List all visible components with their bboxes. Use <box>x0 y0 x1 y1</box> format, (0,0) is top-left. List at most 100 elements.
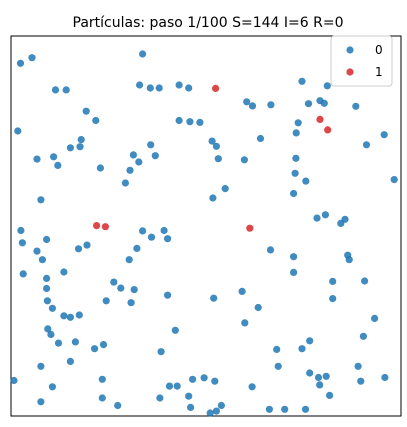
point-series-0-27 <box>135 158 143 166</box>
point-series-0-120 <box>98 394 106 402</box>
point-series-0-81 <box>241 319 249 327</box>
point-series-1-5 <box>246 224 254 232</box>
point-series-0-65 <box>133 244 141 252</box>
point-series-0-74 <box>66 313 74 321</box>
point-series-0-37 <box>214 155 222 163</box>
point-series-0-96 <box>47 330 55 339</box>
point-series-0-1 <box>28 54 36 62</box>
point-series-0-53 <box>18 239 26 247</box>
point-series-0-11 <box>304 100 313 108</box>
point-series-0-88 <box>337 219 345 227</box>
point-series-0-33 <box>186 118 194 126</box>
point-series-0-57 <box>19 270 27 278</box>
point-series-0-126 <box>211 377 219 385</box>
legend-marker-1 <box>346 68 354 76</box>
point-series-0-9 <box>185 84 193 92</box>
point-series-0-93 <box>329 295 337 303</box>
point-series-0-63 <box>117 284 125 292</box>
point-series-0-116 <box>37 362 45 370</box>
point-series-1-1 <box>316 115 324 123</box>
point-series-0-136 <box>102 297 110 305</box>
point-series-0-31 <box>121 179 129 187</box>
point-series-0-86 <box>321 211 329 219</box>
point-series-0-47 <box>290 189 298 198</box>
point-series-0-90 <box>345 256 353 264</box>
point-series-0-142 <box>302 177 310 185</box>
point-series-0-112 <box>357 377 365 385</box>
plot-area <box>10 35 402 417</box>
legend-label-1: 1 <box>375 65 383 79</box>
point-series-0-114 <box>359 332 367 340</box>
point-series-1-4 <box>101 223 109 231</box>
point-series-0-78 <box>210 294 218 302</box>
point-series-0-141 <box>352 102 360 110</box>
point-series-0-139 <box>217 401 225 410</box>
point-series-0-23 <box>54 161 62 169</box>
point-series-0-60 <box>74 245 83 253</box>
point-series-0-28 <box>147 141 155 149</box>
point-series-0-67 <box>139 227 147 235</box>
point-series-0-34 <box>196 118 204 126</box>
point-series-0-22 <box>50 153 58 161</box>
point-series-0-111 <box>354 362 362 370</box>
point-series-0-72 <box>43 297 52 305</box>
point-series-0-42 <box>294 119 302 127</box>
point-series-0-110 <box>322 372 330 380</box>
point-series-0-61 <box>83 241 91 249</box>
point-series-0-143 <box>221 185 229 193</box>
point-series-0-3 <box>51 86 60 94</box>
point-series-0-71 <box>43 284 51 293</box>
point-series-0-18 <box>77 136 85 144</box>
point-series-0-138 <box>156 394 164 402</box>
point-series-0-140 <box>248 383 256 391</box>
point-series-0-123 <box>185 392 193 400</box>
point-series-0-97 <box>54 339 63 347</box>
point-series-0-43 <box>292 129 300 137</box>
point-series-0-121 <box>114 401 122 410</box>
point-series-0-137 <box>48 304 57 312</box>
point-series-0-108 <box>306 369 314 377</box>
point-series-0-122 <box>165 382 174 390</box>
point-series-0-14 <box>320 99 328 107</box>
point-series-0-30 <box>126 166 134 174</box>
point-series-0-80 <box>254 303 262 312</box>
point-series-0-117 <box>48 383 57 391</box>
point-series-0-6 <box>146 84 154 92</box>
point-series-0-99 <box>91 345 99 353</box>
point-series-0-52 <box>17 226 25 235</box>
point-series-0-106 <box>306 337 314 345</box>
point-series-0-135 <box>173 382 181 390</box>
point-series-0-51 <box>390 176 398 184</box>
point-series-0-40 <box>267 101 275 109</box>
point-series-0-7 <box>155 84 163 92</box>
point-series-0-133 <box>316 381 324 389</box>
point-series-0-49 <box>380 131 388 139</box>
point-series-0-118 <box>37 398 45 406</box>
point-series-0-84 <box>290 268 298 276</box>
chart-title: Partículas: paso 1/100 S=144 I=6 R=0 <box>73 15 344 31</box>
point-series-0-55 <box>43 235 51 244</box>
point-series-0-59 <box>60 268 68 276</box>
point-series-0-124 <box>189 375 197 383</box>
point-series-0-69 <box>160 226 168 235</box>
point-series-0-76 <box>127 299 135 307</box>
point-series-0-16 <box>82 107 90 115</box>
point-series-0-2 <box>139 50 147 58</box>
point-series-0-5 <box>136 81 144 89</box>
legend: 0 1 <box>330 35 393 87</box>
point-series-0-44 <box>256 134 265 143</box>
point-series-0-129 <box>187 403 195 411</box>
point-series-0-35 <box>208 137 216 145</box>
point-series-0-75 <box>75 311 83 319</box>
point-series-0-115 <box>10 376 18 385</box>
point-series-0-45 <box>292 154 300 162</box>
point-series-0-79 <box>238 287 246 295</box>
point-series-0-132 <box>301 405 310 413</box>
point-series-0-107 <box>274 362 282 370</box>
legend-marker-0 <box>346 46 354 54</box>
point-series-0-54 <box>33 247 41 255</box>
point-series-0-130 <box>265 405 273 413</box>
point-series-0-109 <box>314 373 323 382</box>
point-series-0-113 <box>381 373 389 382</box>
